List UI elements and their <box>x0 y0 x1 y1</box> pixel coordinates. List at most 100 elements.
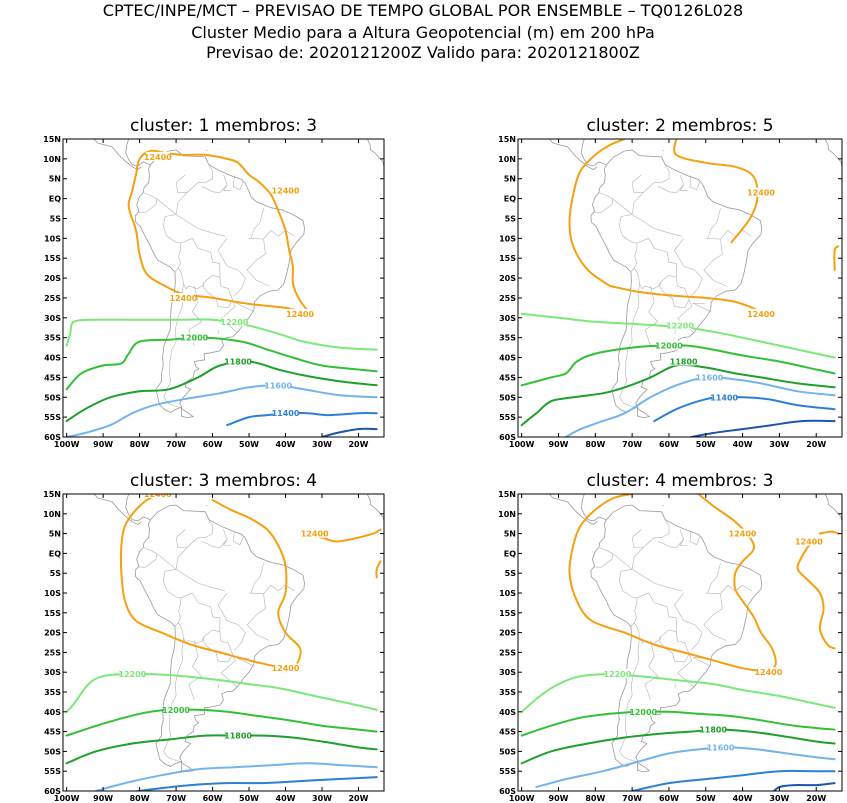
lon-label: 60W <box>659 440 679 449</box>
contour-line-11600 <box>535 746 836 788</box>
coastline-central-america <box>125 494 151 522</box>
lat-label: 30S <box>44 314 61 323</box>
contour-label-background <box>273 663 298 673</box>
lon-label: 20W <box>806 794 826 803</box>
map-frame <box>517 138 843 438</box>
lat-label: 20S <box>44 274 61 283</box>
contour-line-12400 <box>833 245 840 272</box>
country-border <box>177 243 182 269</box>
country-border <box>174 622 220 644</box>
country-border <box>619 638 640 762</box>
contour-label-12400: 12400 <box>144 490 172 499</box>
country-border <box>246 592 270 641</box>
contour-line-12400 <box>568 139 626 287</box>
contour-label-background <box>708 742 733 752</box>
country-border <box>594 547 614 568</box>
lat-label: 5N <box>504 175 516 184</box>
lat-label: 55S <box>44 413 61 422</box>
lat-label: 15S <box>499 609 516 618</box>
lon-label: 40W <box>733 440 753 449</box>
coastline-south-america <box>590 149 763 413</box>
map-panel-2: cluster: 2 membros: 5 12400 12400 12200 1200… <box>498 116 843 449</box>
contour-line-12400 <box>119 494 170 634</box>
country-border <box>138 547 158 568</box>
country-border <box>162 178 238 333</box>
lon-label: 40W <box>276 794 296 803</box>
country-border <box>250 208 264 239</box>
lat-label: 55S <box>499 413 516 422</box>
country-border <box>707 563 721 594</box>
coastline-caribbean-island <box>206 504 208 507</box>
lat-label: 45S <box>44 728 61 737</box>
lat-label: 25S <box>499 294 516 303</box>
lon-label: 40W <box>276 440 296 449</box>
contour-label-12400: 12400 <box>747 310 775 319</box>
contour-label-background <box>226 730 251 740</box>
lat-label: 45S <box>499 373 516 382</box>
coastline-tierra-del-fuego <box>636 407 651 418</box>
country-border <box>175 214 226 237</box>
country-border <box>703 592 727 641</box>
contour-line-11200 <box>772 782 836 791</box>
contour-label-12200: 12200 <box>118 670 146 679</box>
contour-label-11400: 11400 <box>710 393 738 402</box>
coastline-africa <box>367 494 384 530</box>
contour-line-11800 <box>65 734 378 765</box>
country-border <box>674 684 676 689</box>
lon-label: 100W <box>509 440 535 449</box>
contour-label-background <box>226 356 251 366</box>
coastline-central-america-pacific <box>93 494 142 525</box>
lat-label: 40S <box>44 708 61 717</box>
lon-label: 90W <box>93 440 113 449</box>
lat-label: 50S <box>499 747 516 756</box>
lon-label: 50W <box>239 440 259 449</box>
contour-label-12000: 12000 <box>629 708 657 717</box>
contour-label-12400: 12400 <box>795 538 823 547</box>
country-border <box>217 238 246 297</box>
country-border <box>674 329 676 334</box>
contour-label-12400: 12400 <box>286 310 314 319</box>
contour-label-11400: 11400 <box>272 409 300 418</box>
contour-label-background <box>145 494 170 498</box>
coastline-tierra-del-fuego <box>636 761 651 773</box>
contour-line-12200 <box>65 672 378 713</box>
country-border <box>263 229 295 240</box>
lat-label: 50S <box>499 393 516 402</box>
country-border <box>665 165 670 179</box>
country-border <box>175 529 187 548</box>
coastline-caribbean-island <box>662 149 664 152</box>
lat-label: 15N <box>43 490 61 499</box>
contour-label-12200: 12200 <box>603 670 631 679</box>
contour-label-background <box>656 340 681 350</box>
map-area: 12400 12400 12400 12200 12000 11800 <box>65 490 384 791</box>
lat-label: 20S <box>499 629 516 638</box>
coastline-africa <box>825 139 842 175</box>
lat-label: 10S <box>44 589 61 598</box>
contour-label-background <box>712 392 737 402</box>
contour-label-background <box>730 528 755 538</box>
country-border <box>175 174 187 193</box>
country-border <box>644 285 659 346</box>
contour-line-11400 <box>631 769 836 791</box>
contour-line-12400 <box>818 530 840 535</box>
lat-label: 10S <box>44 234 61 243</box>
lat-label: 25S <box>44 648 61 657</box>
country-border <box>644 640 659 700</box>
lat-label: 15S <box>44 609 61 618</box>
contour-line-12400 <box>375 560 382 579</box>
contour-label-12400: 12400 <box>754 668 782 677</box>
lat-label: 5S <box>505 214 517 223</box>
country-border <box>203 636 233 663</box>
contour-line-11800 <box>520 363 836 427</box>
contour-label-12400: 12400 <box>747 189 775 198</box>
lon-label: 100W <box>54 794 80 803</box>
contour-label-background <box>796 536 821 546</box>
lat-label: 50S <box>44 747 61 756</box>
contour-label-background <box>749 187 773 197</box>
lat-label: 25S <box>499 648 516 657</box>
contour-label-background <box>697 372 722 382</box>
lon-label: 60W <box>659 794 679 803</box>
lat-label: 60S <box>499 787 516 796</box>
lat-label: EQ <box>504 195 516 204</box>
coastline-central-america-pacific <box>548 139 598 171</box>
